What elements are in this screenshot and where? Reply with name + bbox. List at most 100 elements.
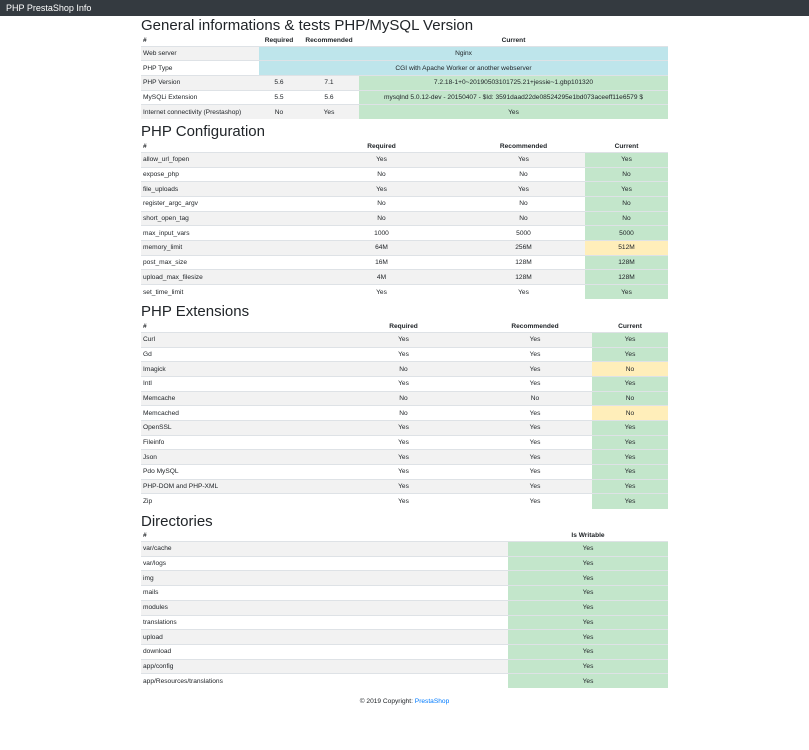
cell-name: upload bbox=[141, 629, 508, 645]
cell-required: 16M bbox=[301, 254, 462, 270]
extensions-table: # Required Recommended Current Curl Yes Ye… bbox=[141, 321, 668, 509]
navbar: PHP PrestaShop Info bbox=[0, 0, 809, 16]
cell-current: Yes bbox=[592, 434, 668, 450]
table-row: var/cache Yes bbox=[141, 541, 668, 557]
config-table: # Required Recommended Current allow_url… bbox=[141, 141, 668, 300]
table-row: max_input_vars 1000 5000 5000 bbox=[141, 225, 668, 241]
footer-prestashop-link[interactable]: PrestaShop bbox=[414, 698, 450, 706]
cell-recommended: Yes bbox=[478, 346, 592, 362]
cell-name: Pdo MySQL bbox=[141, 464, 329, 480]
cell-name: max_input_vars bbox=[141, 225, 301, 241]
table-row: file_uploads Yes Yes Yes bbox=[141, 181, 668, 197]
general-table: # Required Recommended Current Web serve… bbox=[141, 35, 668, 120]
table-row: Fileinfo Yes Yes Yes bbox=[141, 434, 668, 450]
cell-required: 1000 bbox=[301, 225, 462, 241]
cell-writable: Yes bbox=[508, 585, 668, 601]
table-row: MySQLi Extension 5.5 5.6 mysqlnd 5.0.12-… bbox=[141, 89, 668, 105]
table-row: OpenSSL Yes Yes Yes bbox=[141, 419, 668, 436]
cell-name: mails bbox=[141, 585, 508, 601]
cell-name: translations bbox=[141, 614, 508, 630]
directories-section: Directories # Is Writable var/cache Yes va… bbox=[141, 512, 668, 689]
table-row: Curl Yes Yes Yes bbox=[141, 331, 668, 347]
table-row: memory_limit 64M 256M 512M bbox=[141, 240, 668, 256]
cell-required: 64M bbox=[301, 240, 462, 256]
header-name: # bbox=[141, 530, 508, 543]
table-row: app/config Yes bbox=[141, 658, 668, 674]
navbar-brand[interactable]: PHP PrestaShop Info bbox=[6, 3, 92, 13]
cell-required: 5.6 bbox=[259, 74, 299, 91]
cell-current: Yes bbox=[592, 493, 668, 509]
cell-recommended: No bbox=[462, 196, 585, 212]
table-row: Json Yes Yes Yes bbox=[141, 449, 668, 465]
cell-recommended: Yes bbox=[478, 434, 592, 450]
general-section: General informations & tests PHP/MySQL V… bbox=[141, 16, 668, 120]
cell-name: Fileinfo bbox=[141, 434, 329, 450]
cell-name: expose_php bbox=[141, 166, 301, 182]
cell-required: Yes bbox=[301, 284, 462, 300]
table-row: post_max_size 16M 128M 128M bbox=[141, 254, 668, 270]
directories-table: # Is Writable var/cache Yes var/logs Yes img… bbox=[141, 530, 668, 689]
cell-name: Zip bbox=[141, 493, 329, 509]
table-row: set_time_limit Yes Yes Yes bbox=[141, 284, 668, 300]
cell-current: 128M bbox=[585, 254, 668, 270]
cell-writable: Yes bbox=[508, 570, 668, 586]
cell-recommended: 7.1 bbox=[299, 74, 359, 91]
table-row: Memcache No No No bbox=[141, 390, 668, 406]
cell-current: No bbox=[585, 196, 668, 212]
cell-name: download bbox=[141, 643, 508, 660]
cell-recommended: Yes bbox=[478, 375, 592, 392]
table-row: PHP Type CGI with Apache Worker or anoth… bbox=[141, 60, 668, 76]
header-required: Required bbox=[329, 321, 478, 333]
cell-name: var/cache bbox=[141, 541, 508, 557]
cell-writable: Yes bbox=[508, 614, 668, 630]
header-recommended: Recommended bbox=[299, 35, 359, 47]
cell-current: Yes bbox=[592, 419, 668, 436]
cell-recommended: 128M bbox=[462, 269, 585, 285]
cell-current: No bbox=[585, 166, 668, 182]
cell-current: No bbox=[592, 405, 668, 421]
cell-current: Yes bbox=[592, 331, 668, 347]
cell-name: PHP-DOM and PHP-XML bbox=[141, 478, 329, 494]
cell-recommended: Yes bbox=[462, 151, 585, 168]
header-current: Current bbox=[585, 141, 668, 153]
cell-current: mysqlnd 5.0.12-dev - 20150407 - $Id: 359… bbox=[359, 89, 668, 105]
cell-required: Yes bbox=[329, 434, 478, 450]
cell-recommended: No bbox=[462, 210, 585, 226]
cell-writable: Yes bbox=[508, 599, 668, 615]
table-row: Imagick No Yes No bbox=[141, 361, 668, 377]
extensions-table-body: Curl Yes Yes Yes Gd Yes Yes Yes Imagick No Yes No In… bbox=[141, 331, 668, 509]
header-current: Current bbox=[359, 35, 668, 47]
cell-recommended: 128M bbox=[462, 254, 585, 270]
header-name: # bbox=[141, 141, 301, 153]
cell-name: Gd bbox=[141, 346, 329, 362]
cell-name: Internet connectivity (Prestashop) bbox=[141, 104, 259, 120]
cell-required: Yes bbox=[301, 181, 462, 197]
cell-recommended: Yes bbox=[478, 361, 592, 377]
cell-name: PHP Type bbox=[141, 60, 259, 76]
footer: © 2019 Copyright: PrestaShop bbox=[141, 698, 668, 705]
cell-recommended: Yes bbox=[462, 284, 585, 300]
cell-required: No bbox=[329, 405, 478, 421]
cell-required: No bbox=[301, 166, 462, 182]
cell-current: No bbox=[592, 361, 668, 377]
cell-recommended: Yes bbox=[462, 181, 585, 197]
cell-required: Yes bbox=[329, 493, 478, 509]
cell-current: Yes bbox=[359, 104, 668, 120]
cell-required: Yes bbox=[329, 449, 478, 465]
cell-current: Yes bbox=[585, 151, 668, 168]
cell-current: Nginx bbox=[259, 45, 668, 61]
cell-required: Yes bbox=[301, 151, 462, 168]
directories-table-body: var/cache Yes var/logs Yes img Yes mails Yes mod… bbox=[141, 541, 668, 689]
cell-required: Yes bbox=[329, 419, 478, 436]
extensions-title: PHP Extensions bbox=[141, 303, 250, 321]
cell-writable: Yes bbox=[508, 643, 668, 660]
cell-current: 5000 bbox=[585, 225, 668, 241]
cell-current: Yes bbox=[585, 284, 668, 300]
table-row: Web server Nginx bbox=[141, 45, 668, 61]
cell-name: post_max_size bbox=[141, 254, 301, 270]
cell-name: short_open_tag bbox=[141, 210, 301, 226]
table-row: allow_url_fopen Yes Yes Yes bbox=[141, 151, 668, 168]
table-row: Internet connectivity (Prestashop) No Ye… bbox=[141, 104, 668, 120]
cell-required: No bbox=[301, 210, 462, 226]
cell-name: Memcached bbox=[141, 405, 329, 421]
